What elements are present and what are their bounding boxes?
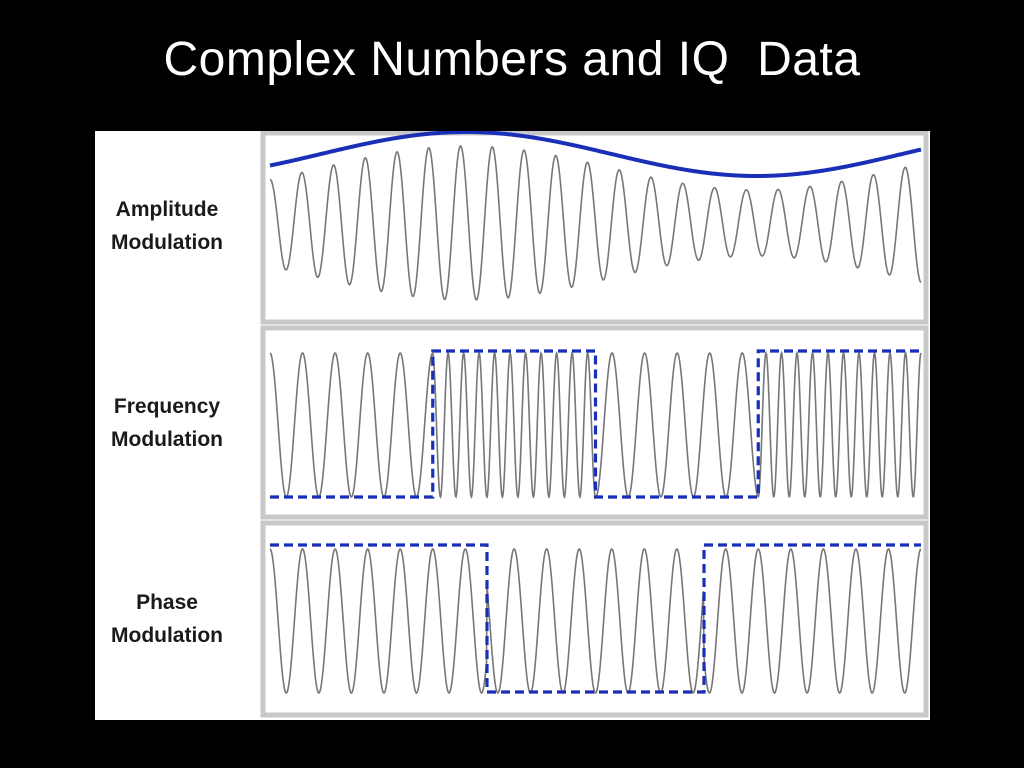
am-panel xyxy=(260,131,929,325)
fm-label-line1: Frequency xyxy=(114,395,221,418)
fm-label-line2: Modulation xyxy=(111,428,223,451)
pm-label-line1: Phase xyxy=(136,591,198,614)
modulation-figure: Amplitude Modulation Frequency Modulatio… xyxy=(95,131,930,720)
am-label-line2: Modulation xyxy=(111,231,223,254)
fm-digital-signal xyxy=(270,349,921,499)
slide-title: Complex Numbers and IQ Data xyxy=(163,33,861,86)
pm-digital-signal xyxy=(270,543,921,694)
pm-carrier-wave xyxy=(269,548,922,694)
am-carrier-wave xyxy=(269,145,922,301)
pm-panel xyxy=(260,520,929,718)
modulation-diagram: Amplitude Modulation Frequency Modulatio… xyxy=(111,131,929,718)
fm-label: Frequency Modulation xyxy=(111,395,223,451)
am-label-line1: Amplitude xyxy=(116,198,219,221)
pm-label-line2: Modulation xyxy=(111,624,223,647)
am-modulating-envelope xyxy=(269,131,922,178)
pm-label: Phase Modulation xyxy=(111,591,223,647)
am-label: Amplitude Modulation xyxy=(111,198,223,254)
